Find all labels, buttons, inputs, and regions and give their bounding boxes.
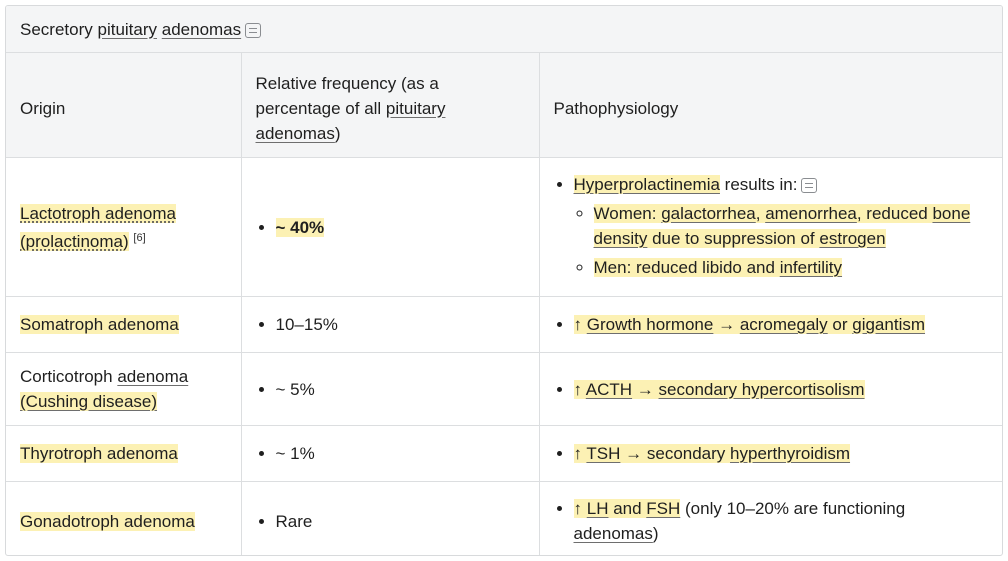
caption-link-adenomas[interactable]: adenomas (161, 19, 242, 39)
patho-text: ↑ (573, 379, 586, 399)
patho-cell-corticotroph: ↑ ACTH → secondary hypercortisolism (538, 352, 1002, 426)
note-icon[interactable] (801, 178, 818, 193)
link-cushing-disease[interactable]: (Cushing disease) (20, 392, 158, 411)
link-galactorrhea[interactable]: galactorrhea (661, 204, 756, 223)
list-item: ↑ TSH → secondary hyperthyroidism (573, 441, 991, 466)
frequency-cell-somatotroph: 10–15% (240, 296, 540, 353)
patho-text: results in: (719, 175, 798, 194)
origin-cell-corticotroph: Corticotroph adenoma (Cushing disease) (6, 352, 242, 426)
list-item: Women: galactorrhea, amenorrhea, reduced… (593, 201, 991, 251)
list-item: ~ 5% (276, 377, 525, 402)
origin-cell-lactotroph: Lactotroph adenoma (prolactinoma) [6] (6, 157, 242, 297)
table-row: Thyrotroph adenoma ~ 1% ↑ TSH → secondar… (6, 425, 1002, 482)
link-hyperthyroidism[interactable]: hyperthyroidism (730, 444, 851, 463)
patho-cell-gonadotroph: ↑ LH and FSH (only 10–20% are functionin… (538, 481, 1002, 555)
header-origin: Origin (6, 52, 242, 158)
link-estrogen[interactable]: estrogen (819, 229, 886, 248)
table-row: Lactotroph adenoma (prolactinoma) [6] ~ … (6, 157, 1002, 297)
patho-text: → (713, 315, 740, 334)
patho-text: or (827, 315, 853, 334)
patho-text: Women: (593, 204, 662, 223)
patho-text: ) (652, 524, 659, 543)
patho-text: Men: reduced libido and (593, 258, 780, 277)
list-item: ↑ LH and FSH (only 10–20% are functionin… (573, 496, 991, 546)
link-growth-hormone[interactable]: Growth hormone (586, 315, 714, 334)
frequency-value: ~ 5% (275, 379, 315, 399)
link-lh[interactable]: LH (586, 499, 609, 518)
header-frequency-close: ) (334, 123, 341, 143)
link-bone-density[interactable]: bone density (593, 204, 971, 248)
list-item: 10–15% (276, 312, 525, 337)
pituitary-adenoma-table-card: Secretory pituitary adenomas Origin Rela… (5, 5, 1003, 556)
patho-text: → secondary (620, 444, 731, 463)
list-item: ↑ Growth hormone → acromegaly or giganti… (573, 312, 991, 337)
caption-link-pituitary[interactable]: pituitary (97, 19, 158, 39)
frequency-value: 10–15% (275, 315, 338, 334)
pituitary-adenoma-table: Secretory pituitary adenomas Origin Rela… (6, 6, 1002, 555)
list-item: ↑ ACTH → secondary hypercortisolism (573, 377, 991, 402)
origin-cell-gonadotroph: Gonadotroph adenoma (6, 481, 242, 555)
link-fsh[interactable]: FSH (646, 499, 681, 518)
origin-gonadotroph: Gonadotroph adenoma (20, 511, 195, 531)
frequency-value: ~ 1% (275, 444, 315, 463)
list-item: Rare (276, 509, 525, 534)
patho-text: , reduced (856, 204, 933, 223)
frequency-cell-thyrotroph: ~ 1% (240, 425, 540, 482)
header-link-pituitary[interactable]: pituitary (385, 98, 446, 118)
header-frequency: Relative frequency (as a percentage of a… (240, 52, 540, 158)
patho-text: ↑ (573, 444, 587, 463)
link-gigantism[interactable]: gigantism (852, 315, 926, 334)
frequency-value: Rare (275, 511, 313, 531)
list-item: ~ 40% (275, 215, 525, 240)
patho-text: , (755, 204, 766, 223)
origin-cell-thyrotroph: Thyrotroph adenoma (6, 425, 242, 482)
patho-text: (only 10–20% are functioning (680, 499, 906, 518)
link-adenomas[interactable]: adenomas (573, 524, 653, 543)
link-tsh[interactable]: TSH (586, 444, 621, 463)
link-secondary-hypercortisolism[interactable]: secondary hypercortisolism (658, 379, 865, 399)
origin-link-lactotroph[interactable]: Lactotroph adenoma (20, 203, 176, 223)
link-acromegaly[interactable]: acromegaly (739, 315, 828, 334)
patho-text: → (632, 379, 659, 399)
origin-text: Corticotroph (20, 367, 118, 386)
caption-text: Secretory (20, 19, 98, 39)
patho-text: and (608, 499, 647, 518)
frequency-value: ~ 40% (275, 217, 325, 237)
table-row: Corticotroph adenoma (Cushing disease) ~… (6, 352, 1002, 426)
link-adenoma[interactable]: adenoma (117, 367, 189, 386)
table-row: Somatroph adenoma 10–15% ↑ Growth hormon… (6, 296, 1002, 353)
reference-marker[interactable]: [6] (133, 231, 146, 244)
table-header-row: Origin Relative frequency (as a percenta… (6, 52, 1002, 158)
table-caption: Secretory pituitary adenomas (6, 6, 1002, 53)
patho-cell-somatotroph: ↑ Growth hormone → acromegaly or giganti… (538, 296, 1002, 353)
list-item: Men: reduced libido and infertility (593, 255, 991, 280)
header-pathophysiology: Pathophysiology (538, 52, 1002, 158)
patho-cell-lactotroph: Hyperprolactinemia results in: Women: ga… (538, 157, 1002, 297)
patho-text: ↑ (573, 499, 587, 518)
frequency-cell-corticotroph: ~ 5% (240, 352, 540, 426)
link-amenorrhea[interactable]: amenorrhea (765, 204, 857, 223)
note-icon[interactable] (245, 22, 262, 38)
header-frequency-text: Relative frequency (as a percentage of a… (255, 73, 439, 118)
patho-text: ↑ (573, 315, 587, 334)
origin-somatotroph: Somatroph adenoma (20, 315, 179, 334)
table-row: Gonadotroph adenoma Rare ↑ LH and FSH (o… (6, 481, 1002, 555)
list-item: ~ 1% (276, 441, 525, 466)
patho-cell-thyrotroph: ↑ TSH → secondary hyperthyroidism (538, 425, 1002, 482)
link-infertility[interactable]: infertility (779, 258, 843, 277)
patho-text: due to suppression of (647, 229, 820, 248)
origin-cell-somatotroph: Somatroph adenoma (6, 296, 242, 353)
link-hyperprolactinemia[interactable]: Hyperprolactinemia (573, 175, 720, 194)
table-caption-row: Secretory pituitary adenomas (6, 6, 1002, 53)
link-acth[interactable]: ACTH (585, 379, 633, 399)
origin-thyrotroph: Thyrotroph adenoma (20, 444, 178, 463)
origin-link-prolactinoma[interactable]: (prolactinoma) (20, 231, 129, 251)
frequency-cell-lactotroph: ~ 40% (240, 157, 540, 297)
list-item: Hyperprolactinemia results in: Women: ga… (573, 172, 991, 280)
frequency-cell-gonadotroph: Rare (240, 481, 540, 555)
header-link-adenomas[interactable]: adenomas (255, 123, 335, 143)
